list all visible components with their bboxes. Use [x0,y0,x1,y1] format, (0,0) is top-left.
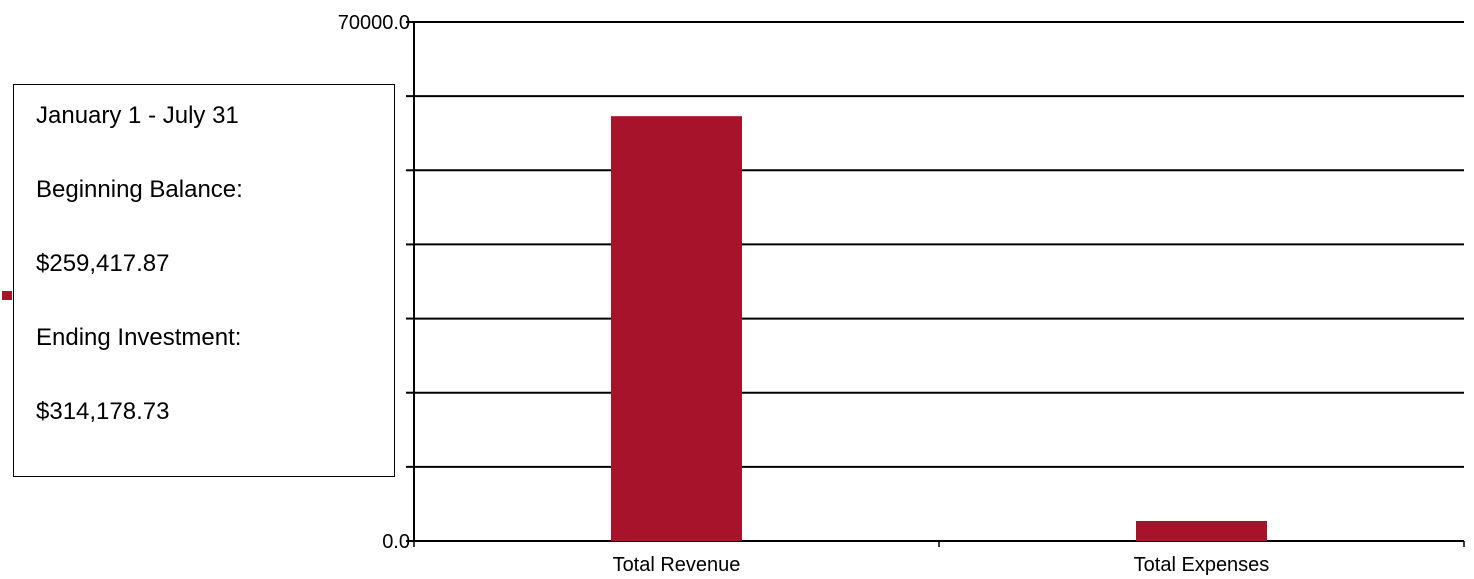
beginning-balance-label: Beginning Balance: [36,176,243,203]
period-label: January 1 - July 31 [36,102,239,129]
beginning-balance-value: $259,417.87 [36,250,170,277]
x-tick-label-0: Total Revenue [613,554,741,576]
summary-tooltip: January 1 - July 31 Beginning Balance: $… [13,84,395,477]
ending-investment-value: $314,178.73 [36,398,170,425]
bar-total-revenue [611,116,742,541]
y-tick-label-top: 70000.0 [338,12,410,34]
bar-total-expenses [1136,520,1267,541]
y-tick-label-bottom: 0.0 [382,531,410,553]
x-tick-label-1: Total Expenses [1134,554,1270,576]
ending-investment-label: Ending Investment: [36,324,242,351]
legend-marker [2,291,12,300]
